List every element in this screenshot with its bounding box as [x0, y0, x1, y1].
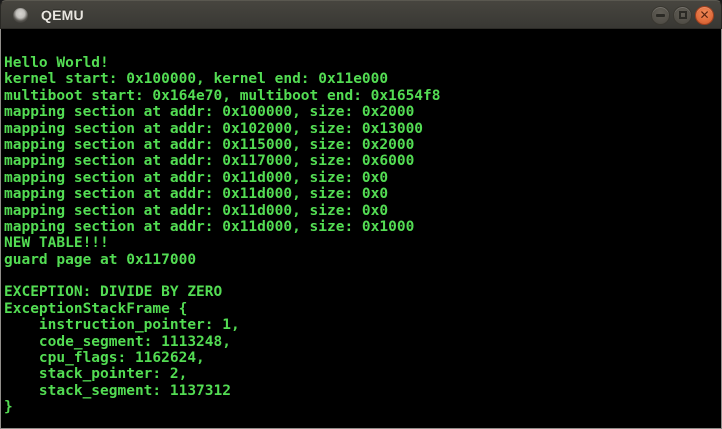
terminal-line: multiboot start: 0x164e70, multiboot end… — [4, 87, 441, 104]
maximize-icon — [678, 11, 687, 19]
titlebar[interactable]: QEMU ✕ — [0, 0, 722, 29]
close-button[interactable]: ✕ — [695, 5, 714, 25]
terminal-line: mapping section at addr: 0x11d000, size:… — [4, 202, 389, 219]
terminal-line: cpu_flags: 1162624, — [4, 350, 205, 367]
terminal-display[interactable]: Hello World! kernel start: 0x100000, kern… — [0, 29, 722, 429]
terminal-line: stack_pointer: 2, — [4, 366, 188, 383]
terminal-line: instruction_pointer: 1, — [4, 317, 240, 334]
minimize-icon — [656, 13, 665, 17]
close-icon: ✕ — [699, 8, 710, 22]
maximize-button[interactable] — [673, 5, 692, 25]
qemu-app-icon — [13, 7, 28, 23]
terminal-line: ExceptionStackFrame { — [4, 300, 188, 317]
terminal-line: mapping section at addr: 0x11d000, size:… — [4, 186, 389, 203]
terminal-line: mapping section at addr: 0x102000, size:… — [4, 120, 424, 137]
window-controls: ✕ — [651, 5, 714, 25]
terminal-line: Hello World! — [4, 55, 109, 71]
window-title: QEMU — [41, 7, 84, 23]
terminal-line — [4, 268, 721, 284]
terminal-line: NEW TABLE!!! — [4, 235, 109, 252]
minimize-button[interactable] — [651, 5, 670, 25]
terminal-line: code_segment: 1113248, — [4, 333, 231, 350]
terminal-line: mapping section at addr: 0x100000, size:… — [4, 104, 415, 121]
terminal-line: mapping section at addr: 0x115000, size:… — [4, 136, 415, 153]
terminal-line: mapping section at addr: 0x11d000, size:… — [4, 169, 389, 186]
terminal-line: } — [4, 399, 13, 416]
terminal-line: guard page at 0x117000 — [4, 251, 197, 268]
terminal-line: mapping section at addr: 0x11d000, size:… — [4, 218, 415, 235]
terminal-line: EXCEPTION: DIVIDE BY ZERO — [4, 284, 223, 301]
terminal-line: stack_segment: 1137312 — [4, 382, 231, 399]
terminal-line: mapping section at addr: 0x117000, size:… — [4, 153, 415, 170]
terminal-line: kernel start: 0x100000, kernel end: 0x11… — [4, 71, 389, 88]
